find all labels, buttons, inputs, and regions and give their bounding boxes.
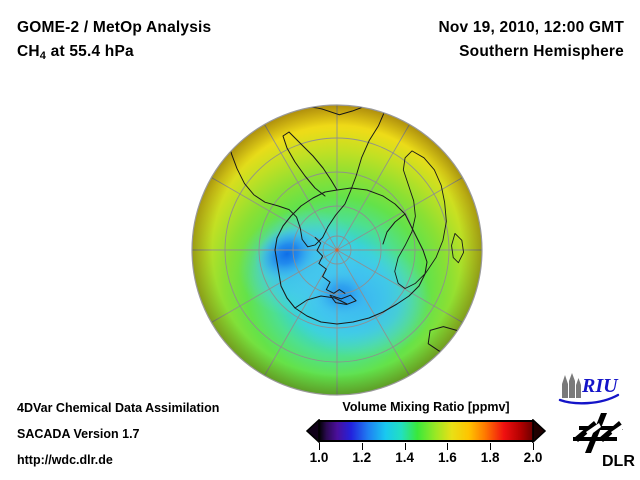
globe-map: [191, 104, 483, 396]
dlr-wordmark: DLR: [602, 453, 635, 470]
instrument-title: GOME-2 / MetOp Analysis: [17, 19, 212, 36]
colorbar-tick-label: 1.8: [480, 450, 500, 465]
dlr-logo-svg: DLR: [573, 413, 635, 470]
riu-tower-icon: [562, 373, 581, 398]
colorbar-tick-label: 1.4: [395, 450, 414, 465]
colorbar-tick: [490, 443, 492, 450]
colorbar-bar: [305, 418, 547, 444]
species-name: CH: [17, 43, 40, 60]
colorbar-arrow-low: [307, 421, 319, 441]
globe-svg: [191, 104, 483, 396]
hemisphere-label: Southern Hemisphere: [459, 43, 624, 60]
colorbar: Volume Mixing Ratio [ppmv]: [305, 400, 547, 472]
dlr-logo: DLR: [566, 412, 636, 470]
colorbar-tick-label: 1.6: [438, 450, 457, 465]
riu-logo: RIU: [556, 372, 636, 406]
colorbar-tick: [404, 443, 406, 450]
riu-wordmark: RIU: [581, 375, 619, 397]
colorbar-tick: [447, 443, 449, 450]
colorbar-ticks: [306, 443, 546, 453]
colorbar-tick-labels: 1.0 1.2 1.4 1.6 1.8 2.0: [306, 450, 546, 470]
riu-logo-svg: RIU: [558, 373, 620, 405]
colorbar-tick-label: 1.2: [352, 450, 372, 465]
species-level-title: CH4 at 55.4 hPa: [17, 43, 134, 62]
map-field: [192, 105, 482, 395]
footer-line-url[interactable]: http://wdc.dlr.de: [17, 453, 113, 467]
colorbar-tick-label: 2.0: [523, 450, 543, 465]
colorbar-title: Volume Mixing Ratio [ppmv]: [342, 400, 510, 414]
footer-line-version: SACADA Version 1.7: [17, 427, 140, 441]
colorbar-svg: [305, 418, 547, 444]
species-subscript: 4: [39, 50, 47, 62]
footer-line-assimilation: 4DVar Chemical Data Assimilation: [17, 401, 220, 415]
dlr-mark-icon: [573, 413, 626, 453]
riu-wave-icon: [558, 393, 620, 405]
colorbar-tick: [319, 443, 320, 450]
colorbar-tick: [361, 443, 363, 450]
pressure-level: at 55.4 hPa: [46, 43, 134, 60]
limb-shading: [192, 105, 482, 395]
globe-limb: [191, 104, 483, 396]
datetime-label: Nov 19, 2010, 12:00 GMT: [438, 19, 624, 36]
globe-disc: [191, 104, 483, 396]
colorbar-gradient: [319, 421, 533, 441]
colorbar-tick-label: 1.0: [309, 450, 329, 465]
colorbar-arrow-high: [533, 421, 545, 441]
colorbar-tick: [533, 443, 534, 450]
